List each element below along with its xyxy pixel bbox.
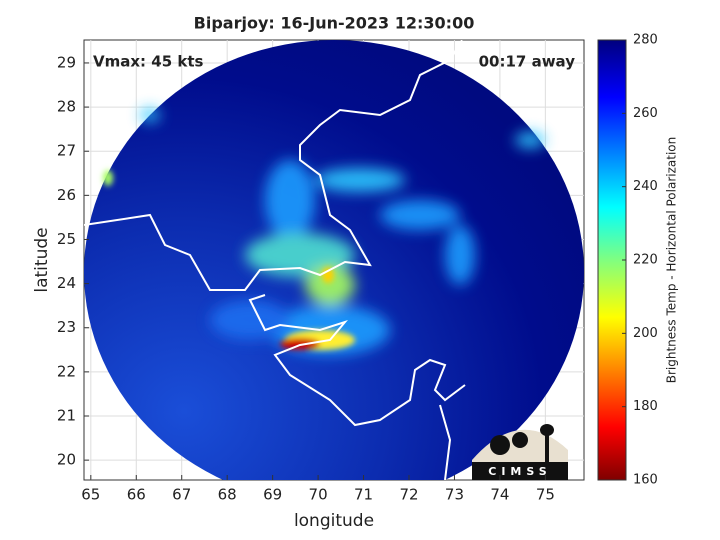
y-tick-label: 26 xyxy=(57,186,76,204)
x-tick-label: 66 xyxy=(127,486,146,504)
x-tick-label: 71 xyxy=(354,486,373,504)
colorbar-tick-label: 220 xyxy=(633,253,658,268)
swath-image xyxy=(84,40,584,480)
colorbar-tick-label: 200 xyxy=(633,326,658,341)
y-tick-label: 23 xyxy=(57,318,76,336)
colorbar-tick-label: 180 xyxy=(633,399,658,414)
y-tick-label: 24 xyxy=(57,274,76,292)
x-tick-label: 72 xyxy=(399,486,418,504)
colorbar-label: Brightness Temp - Horizontal Polarizatio… xyxy=(665,137,679,384)
x-tick-label: 75 xyxy=(536,486,555,504)
logo-text: CIMSS xyxy=(488,465,551,478)
chart-title: Biparjoy: 16-Jun-2023 12:30:00 xyxy=(194,14,475,33)
x-tick-label: 70 xyxy=(309,486,328,504)
y-tick-label: 20 xyxy=(57,451,76,469)
x-axis-label: longitude xyxy=(294,511,374,531)
y-axis-label: latitude xyxy=(32,227,52,292)
x-tick-label: 73 xyxy=(445,486,464,504)
y-tick-label: 21 xyxy=(57,407,76,425)
y-tick-label: 25 xyxy=(57,230,76,248)
y-tick-label: 28 xyxy=(57,98,76,116)
x-tick-label: 74 xyxy=(490,486,509,504)
colorbar-tick-label: 240 xyxy=(633,179,658,194)
colorbar-tick-label: 260 xyxy=(633,106,658,121)
y-tick-label: 27 xyxy=(57,142,76,160)
x-tick-label: 65 xyxy=(81,486,100,504)
y-tick-label: 29 xyxy=(57,53,76,71)
colorbar-tick-label: 280 xyxy=(633,33,658,48)
annotation: 00:17 away xyxy=(479,53,576,71)
x-tick-label: 69 xyxy=(263,486,282,504)
y-tick-label: 22 xyxy=(57,362,76,380)
annotation: Vmax: 45 kts xyxy=(93,53,203,71)
colorbar xyxy=(597,39,627,481)
x-tick-label: 68 xyxy=(218,486,237,504)
colorbar-tick-label: 160 xyxy=(633,473,658,488)
logo xyxy=(472,424,568,480)
x-tick-label: 67 xyxy=(172,486,191,504)
